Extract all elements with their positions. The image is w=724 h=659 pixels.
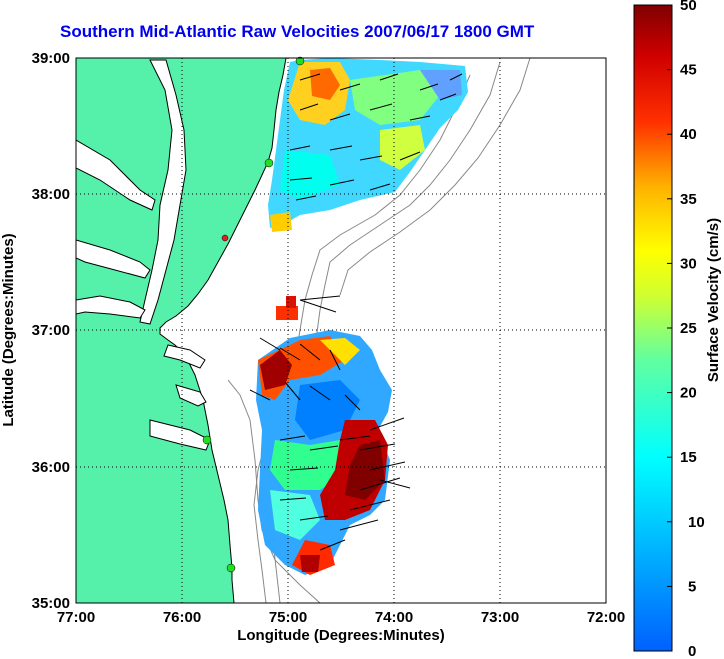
isobath-lines — [227, 58, 531, 603]
y-tick-label: 36:00 — [32, 459, 70, 476]
x-tick-label: 76:00 — [163, 609, 201, 626]
colorbar-tick-label: 30 — [680, 255, 697, 272]
colorbar-tick-marks — [667, 69, 672, 587]
colorbar: 50 45 40 35 30 25 20 15 10 5 0 Surface V… — [633, 0, 722, 659]
colorbar-tick-label: 20 — [680, 385, 697, 402]
colorbar-tick-label: 15 — [680, 449, 697, 466]
y-tick-labels: 39:00 38:00 37:00 36:00 35:00 — [32, 50, 70, 612]
y-axis-title: Latitude (Degrees:Minutes) — [0, 233, 17, 426]
x-tick-label: 77:00 — [57, 609, 95, 626]
plot-frame — [75, 57, 607, 604]
x-tick-label: 74:00 — [375, 609, 413, 626]
station-marker — [221, 234, 229, 242]
colorbar-tick-label: 10 — [688, 514, 705, 531]
y-tick-label: 38:00 — [32, 186, 70, 203]
colorbar-tick-label: 50 — [680, 0, 697, 14]
x-axis-title: Longitude (Degrees:Minutes) — [237, 627, 445, 644]
x-tick-label: 75:00 — [269, 609, 307, 626]
colorbar-tick-label: 40 — [680, 126, 697, 143]
colorbar-tick-label: 0 — [688, 643, 696, 659]
colorbar-tick-label: 5 — [688, 578, 696, 595]
x-tick-label: 72:00 — [587, 609, 625, 626]
x-tick-label: 73:00 — [481, 609, 519, 626]
station-marker — [226, 563, 236, 573]
colorbar-title: Surface Velocity (cm/s) — [705, 218, 722, 382]
velocity-field-north — [268, 58, 468, 232]
y-tick-label: 35:00 — [32, 595, 70, 612]
velocity-field-mid — [276, 296, 298, 320]
station-marker — [295, 56, 305, 66]
map-title: Southern Mid-Atlantic Raw Velocities 200… — [60, 22, 535, 41]
radar-stations — [202, 56, 305, 573]
velocity-vectors — [249, 73, 463, 551]
colorbar-gradient — [633, 4, 673, 652]
colorbar-tick-label: 35 — [680, 191, 697, 208]
y-tick-label: 39:00 — [32, 50, 70, 67]
map-grid — [76, 58, 606, 603]
colorbar-tick-label: 25 — [680, 320, 697, 337]
colorbar-tick-label: 45 — [680, 62, 697, 79]
chesapeake-bay — [76, 59, 211, 451]
station-marker — [264, 158, 274, 168]
y-tick-label: 37:00 — [32, 322, 70, 339]
station-marker — [202, 435, 212, 445]
x-tick-labels: 77:00 76:00 75:00 74:00 73:00 72:00 — [57, 609, 625, 626]
velocity-field-south — [256, 330, 392, 575]
